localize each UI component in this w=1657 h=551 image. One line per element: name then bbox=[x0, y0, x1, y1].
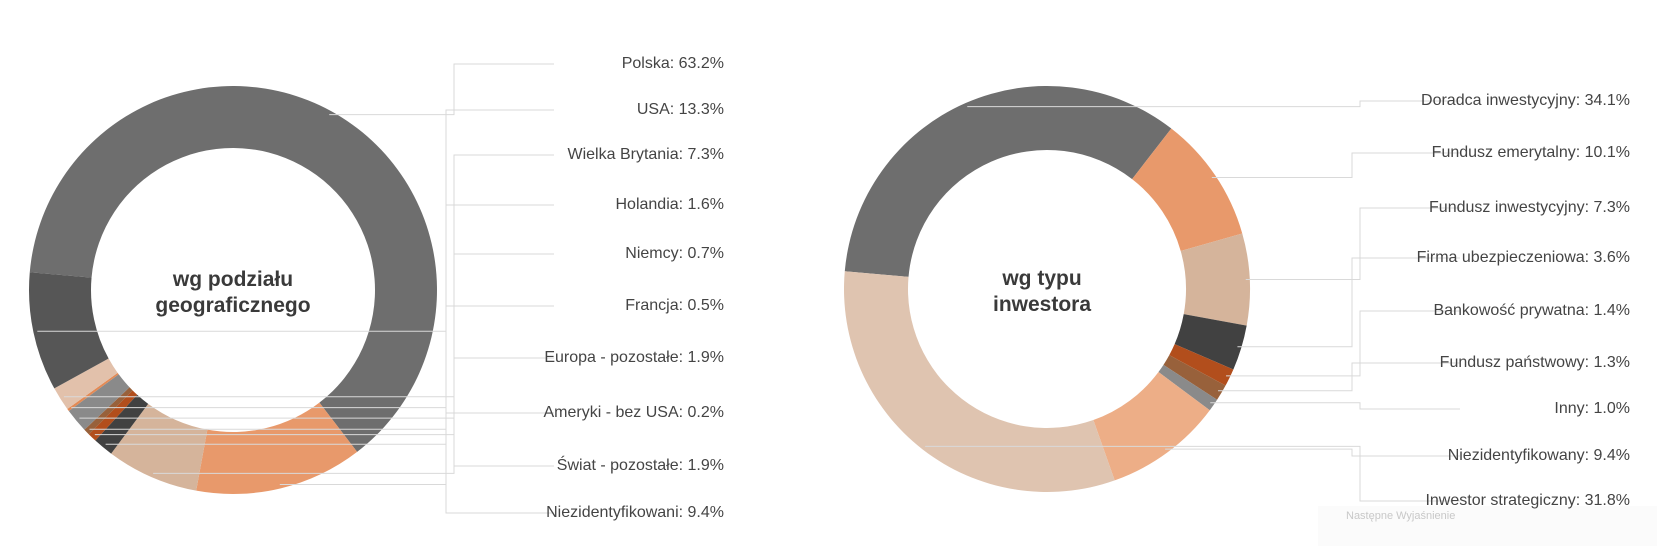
chart-2-label-4: Firma ubezpieczeniowa: 3.6% bbox=[1416, 249, 1630, 266]
chart-2-leader-line-5 bbox=[1226, 310, 1460, 377]
chart-2-leader-line-7 bbox=[1210, 402, 1460, 410]
chart-2-title-line-2: inwestora bbox=[992, 293, 1092, 316]
chart-2-slice-5[interactable] bbox=[1169, 344, 1234, 386]
chart-1-label-7: Europa - pozostałe: 1.9% bbox=[544, 349, 724, 366]
chart-1-slice-3[interactable] bbox=[111, 403, 208, 491]
chart-2-slice-8[interactable] bbox=[1093, 372, 1210, 481]
chart-1-leader-line-10 bbox=[37, 330, 554, 514]
chart-1-slice-2[interactable] bbox=[196, 402, 358, 495]
chart-2-slice-4[interactable] bbox=[1174, 314, 1247, 370]
chart-1-label-8: Ameryki - bez USA: 0.2% bbox=[543, 404, 725, 421]
chart-1-label-1: Polska: 63.2% bbox=[621, 55, 724, 72]
chart-1-slice-7[interactable] bbox=[68, 374, 130, 430]
chart-2-label-6: Fundusz państwowy: 1.3% bbox=[1439, 354, 1630, 371]
chart-1-leader-line-9 bbox=[63, 396, 554, 467]
faded-overlay-text: Następne Wyjaśnienie bbox=[1346, 510, 1456, 522]
chart-1-title-line-2: geograficznego bbox=[155, 294, 311, 317]
chart-2-slice-2[interactable] bbox=[1132, 128, 1243, 251]
chart-1-label-9: Świat - pozostałe: 1.9% bbox=[556, 457, 724, 474]
chart-1-slice-4[interactable] bbox=[95, 394, 149, 454]
chart-2-label-9: Inwestor strategiczny: 31.8% bbox=[1425, 492, 1630, 509]
chart-2-label-8: Niezidentyfikowany: 9.4% bbox=[1447, 447, 1630, 464]
chart-2-slice-6[interactable] bbox=[1163, 355, 1226, 400]
chart-2-leader-line-4 bbox=[1237, 257, 1460, 348]
chart-2-leader-line-3 bbox=[1245, 207, 1460, 280]
chart-1-slice-1[interactable] bbox=[29, 86, 437, 452]
chart-2-label-3: Fundusz inwestycyjny: 7.3% bbox=[1429, 199, 1630, 216]
chart-2-label-7: Inny: 1.0% bbox=[1554, 400, 1630, 417]
chart-1-label-10: Niezidentyfikowani: 9.4% bbox=[546, 504, 724, 521]
chart-1-slice-10[interactable] bbox=[28, 272, 109, 389]
chart-2-leader-line-2 bbox=[1211, 152, 1460, 179]
chart-1-leader-line-7 bbox=[79, 357, 554, 419]
chart-1-center-title: wg podziału geograficznego bbox=[123, 267, 343, 319]
chart-2-slice-9[interactable] bbox=[844, 271, 1115, 492]
chart-1-title-line-1: wg podziału bbox=[172, 268, 294, 291]
chart-2-slice-7[interactable] bbox=[1158, 364, 1218, 411]
chart-2-leader-line-6 bbox=[1218, 362, 1460, 392]
chart-1-label-6: Francja: 0.5% bbox=[625, 297, 724, 314]
chart-2-center-title: wg typu inwestora bbox=[932, 266, 1152, 318]
chart-1-leader-line-5 bbox=[94, 253, 554, 436]
chart-1-label-5: Niemcy: 0.7% bbox=[625, 245, 724, 262]
chart-1-leader-line-1 bbox=[329, 63, 554, 116]
chart-2-leader-line-1 bbox=[967, 100, 1460, 108]
chart-1-slice-8[interactable] bbox=[67, 372, 119, 412]
chart-1-label-4: Holandia: 1.6% bbox=[615, 196, 724, 213]
chart-2-title-line-1: wg typu bbox=[1002, 267, 1082, 290]
chart-2-leader-line-9 bbox=[925, 445, 1460, 502]
chart-2-slice-1[interactable] bbox=[844, 86, 1172, 277]
chart-2-slice-3[interactable] bbox=[1180, 233, 1251, 326]
chart-2-label-2: Fundusz emerytalny: 10.1% bbox=[1431, 144, 1630, 161]
chart-1-slice-6[interactable] bbox=[84, 387, 133, 435]
chart-2-label-1: Doradca inwestycyjny: 34.1% bbox=[1421, 92, 1630, 109]
faded-overlay-button[interactable]: Następne Wyjaśnienie bbox=[1318, 506, 1657, 546]
chart-1-label-3: Wielka Brytania: 7.3% bbox=[567, 146, 724, 163]
chart-1-label-2: USA: 13.3% bbox=[636, 101, 724, 118]
chart-2-label-5: Bankowość prywatna: 1.4% bbox=[1433, 302, 1630, 319]
chart-2-leader-line-8 bbox=[1165, 448, 1460, 457]
chart-1-slice-5[interactable] bbox=[88, 390, 138, 441]
